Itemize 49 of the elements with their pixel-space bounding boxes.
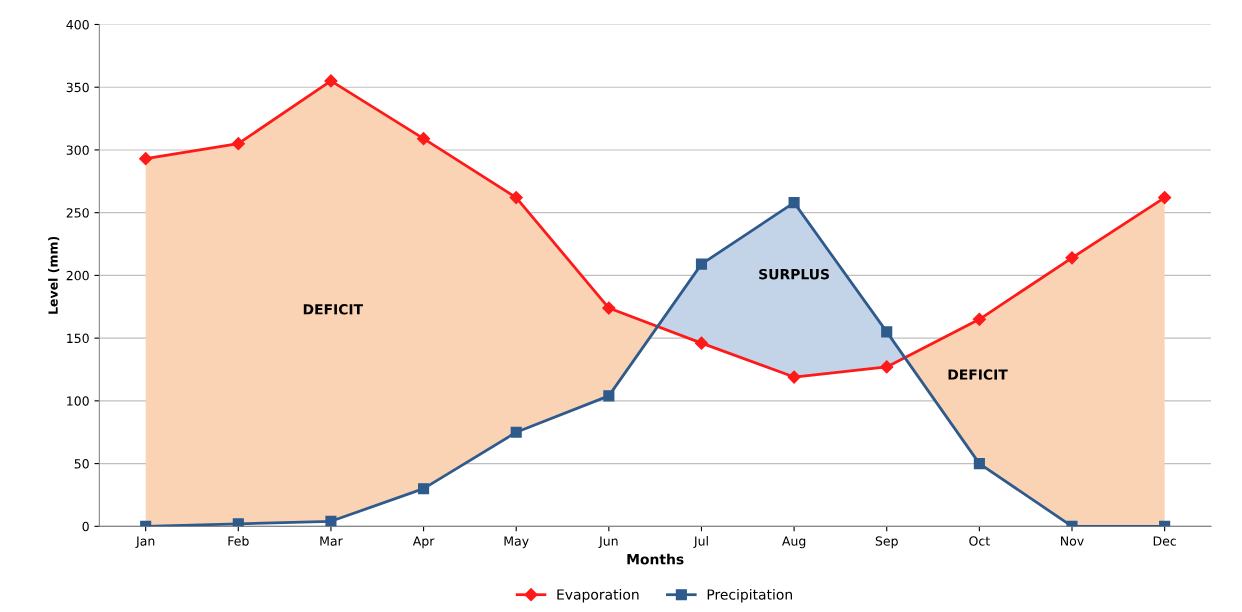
x-tick-label: Jun bbox=[598, 536, 618, 549]
x-axis-title: Months bbox=[627, 553, 684, 565]
point bbox=[881, 326, 893, 338]
point bbox=[973, 458, 985, 470]
y-tick-label: 50 bbox=[74, 459, 89, 469]
legend-label: Evaporation bbox=[557, 589, 639, 603]
x-tick-label: Sep bbox=[875, 536, 898, 549]
x-tick-label: Jan bbox=[135, 536, 155, 549]
point bbox=[1158, 191, 1172, 205]
y-tick-label: 300 bbox=[66, 145, 89, 155]
point bbox=[325, 515, 337, 527]
point bbox=[972, 312, 986, 326]
y-tick-label: 0 bbox=[82, 521, 89, 532]
point bbox=[695, 258, 708, 270]
x-tick-label: Dec bbox=[1153, 536, 1176, 546]
point bbox=[232, 518, 244, 527]
annotation: DEFICIT bbox=[948, 369, 1008, 380]
x-tick-label: Mar bbox=[320, 536, 343, 546]
y-tick-label: 150 bbox=[67, 333, 89, 344]
point bbox=[788, 197, 800, 209]
point bbox=[1065, 251, 1079, 265]
x-tick-label: May bbox=[504, 536, 529, 549]
y-tick-label: 350 bbox=[66, 82, 89, 93]
point bbox=[416, 132, 431, 146]
point bbox=[787, 370, 801, 384]
y-axis-title: Level (mm) bbox=[48, 236, 60, 314]
x-tick-label: Jul bbox=[693, 536, 708, 549]
point bbox=[231, 137, 245, 151]
point bbox=[418, 483, 430, 495]
y-tick-label: 100 bbox=[67, 396, 89, 406]
x-tick-label: Aug bbox=[782, 536, 806, 549]
x-tick-label: Nov bbox=[1061, 536, 1084, 546]
y-tick-label: 250 bbox=[66, 208, 89, 218]
annotation: SURPLUS bbox=[759, 268, 829, 280]
point bbox=[602, 301, 616, 315]
point bbox=[510, 426, 522, 438]
point bbox=[324, 74, 338, 88]
x-tick-label: Oct bbox=[969, 536, 990, 546]
x-tick-label: Feb bbox=[228, 536, 249, 546]
legend-label: Precipitation bbox=[707, 589, 792, 603]
point bbox=[139, 152, 153, 166]
y-tick-label: 200 bbox=[66, 270, 89, 281]
x-tick-label: Apr bbox=[412, 536, 435, 549]
point bbox=[509, 191, 523, 205]
y-tick-label: 400 bbox=[66, 19, 89, 30]
point bbox=[880, 360, 894, 374]
point bbox=[694, 336, 709, 350]
annotation: DEFICIT bbox=[303, 304, 363, 315]
point bbox=[603, 390, 615, 402]
